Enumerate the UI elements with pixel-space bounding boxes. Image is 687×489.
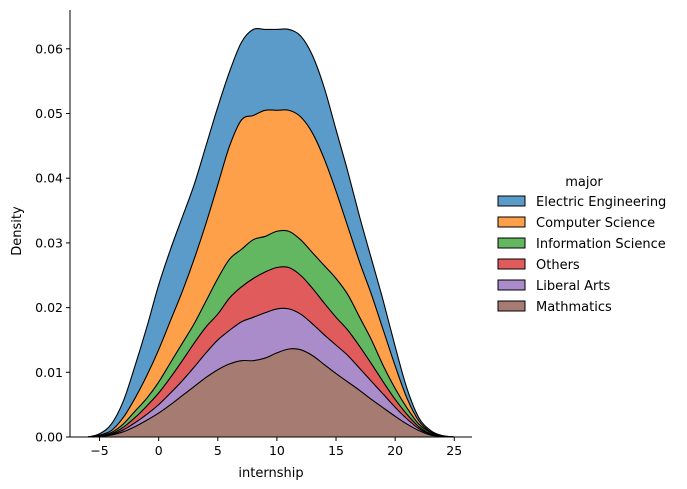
legend-label-liberal-arts: Liberal Arts [536, 279, 610, 294]
y-tick-label: 0.01 [35, 365, 63, 380]
x-tick-label: 25 [446, 443, 462, 458]
x-tick-label: 15 [328, 443, 344, 458]
legend-swatch-liberal-arts [497, 279, 526, 291]
y-tick-label: 0.04 [35, 171, 63, 186]
y-tick-label: 0.06 [35, 41, 63, 56]
legend-label-computer-science: Computer Science [536, 216, 655, 231]
legend-label-mathmatics: Mathmatics [536, 300, 612, 315]
y-axis-label: Density [10, 206, 25, 256]
legend-label-electric-engineering: Electric Engineering [536, 195, 666, 210]
x-tick-label: 20 [387, 443, 403, 458]
legend-swatch-information-science [497, 237, 526, 249]
x-axis-label: internship [238, 466, 303, 481]
area-mathmatics [87, 348, 455, 438]
legend-label-information-science: Information Science [536, 237, 666, 252]
x-tick-label: 10 [269, 443, 285, 458]
density-areas [87, 27, 455, 438]
legend-title: major [565, 175, 603, 190]
axes: −5 0 5 10 15 20 25 0.00 0.01 0.02 0.03 0.04 0.05 0.06 [35, 10, 472, 458]
y-tick-label: 0.05 [35, 106, 63, 121]
legend-swatch-computer-science [497, 216, 526, 228]
legend: major Electric Engineering Computer Scien… [497, 175, 666, 315]
legend-swatch-others [497, 258, 526, 270]
legend-label-others: Others [536, 258, 580, 273]
y-tick-label: 0.02 [35, 300, 63, 315]
x-tick-label: −5 [90, 443, 108, 458]
y-tick-label: 0.03 [35, 235, 63, 250]
x-tick-label: 0 [155, 443, 163, 458]
legend-swatch-mathmatics [497, 300, 526, 312]
legend-swatch-electric-engineering [497, 195, 526, 207]
x-tick-label: 5 [214, 443, 222, 458]
y-tick-label: 0.00 [35, 430, 63, 445]
